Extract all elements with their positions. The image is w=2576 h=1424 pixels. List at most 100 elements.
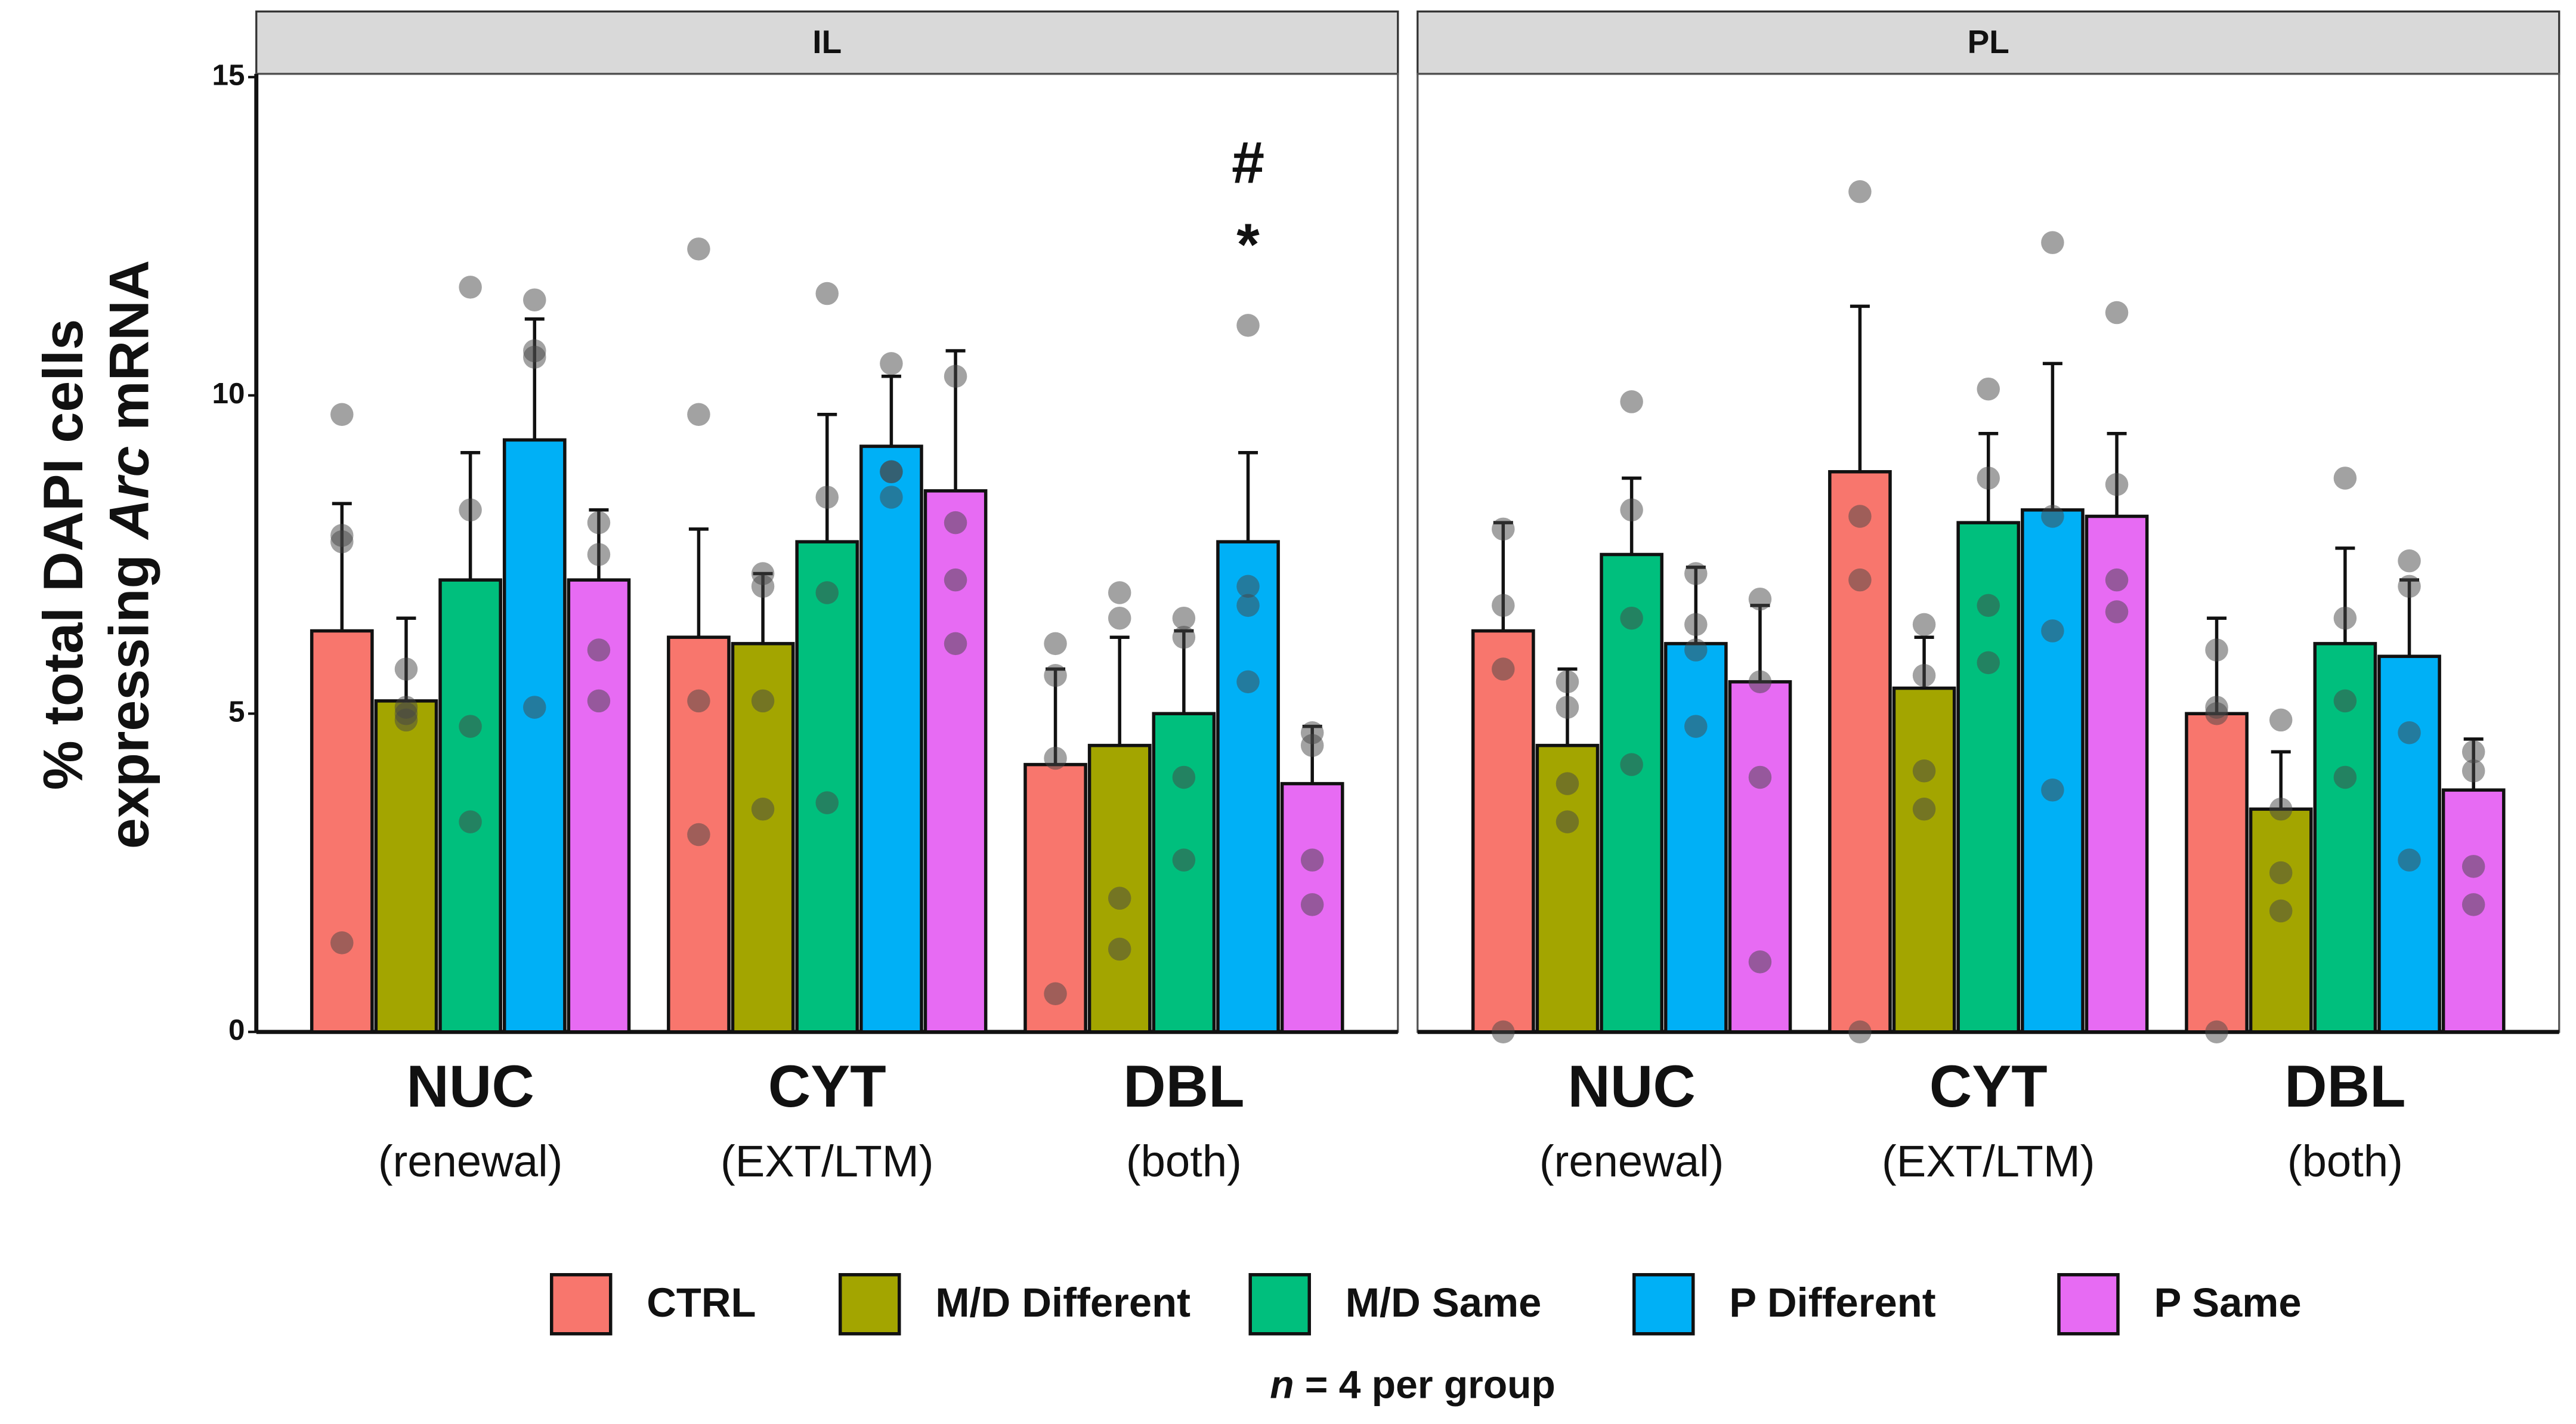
data-point [944, 568, 967, 592]
data-point [523, 288, 546, 311]
data-point [1172, 848, 1196, 872]
data-point [459, 715, 482, 738]
data-point [2398, 574, 2421, 598]
data-point [1108, 581, 1131, 604]
x-tick-sublabel: (renewal) [1539, 1136, 1724, 1186]
data-point [1492, 657, 1515, 681]
panel-title: PL [1968, 23, 2009, 60]
data-point [1492, 1020, 1515, 1043]
data-point [2333, 689, 2357, 713]
data-point [880, 352, 903, 375]
data-point [1748, 670, 1772, 694]
data-point [751, 798, 775, 821]
data-point [1912, 613, 1936, 637]
panel-title: IL [812, 23, 842, 60]
bar [1828, 470, 1892, 1034]
legend-label: M/D Different [935, 1280, 1190, 1326]
data-point [1044, 663, 1067, 687]
x-tick-sublabel: (both) [2287, 1136, 2403, 1186]
x-tick-sublabel: (EXT/LTM) [720, 1136, 933, 1186]
data-point [1620, 606, 1643, 630]
data-point [587, 543, 611, 566]
bar [374, 699, 438, 1034]
bar [2377, 654, 2441, 1034]
data-point [687, 237, 710, 261]
data-point [1748, 950, 1772, 974]
data-point [1236, 574, 1260, 598]
bar [1892, 686, 1956, 1034]
data-point [944, 365, 967, 388]
bar [1663, 642, 1728, 1034]
data-point [1556, 810, 1579, 833]
y-axis-label-part: mRNA [97, 260, 160, 446]
y-tick-label: 10 [212, 377, 245, 410]
data-point [1848, 180, 1872, 203]
data-point [1172, 625, 1196, 649]
data-point [1044, 632, 1067, 656]
data-point [394, 702, 418, 725]
x-tick-label: DBL [1123, 1053, 1244, 1119]
data-point [2205, 638, 2228, 662]
data-point [1912, 663, 1936, 687]
legend-label: CTRL [647, 1280, 756, 1326]
data-point [2461, 759, 2485, 783]
data-point [523, 696, 546, 719]
data-point [944, 632, 967, 656]
data-point [815, 581, 839, 604]
data-point [687, 689, 710, 713]
x-tick-label: CYT [768, 1053, 886, 1119]
data-point [459, 276, 482, 299]
data-point [394, 657, 418, 681]
bar [502, 438, 567, 1034]
data-point [587, 511, 611, 535]
data-point [2105, 472, 2129, 496]
data-point [1300, 734, 1324, 757]
x-tick-sublabel: (EXT/LTM) [1882, 1136, 2095, 1186]
data-point [1044, 982, 1067, 1005]
y-axis-label-part: Arc [97, 446, 160, 540]
y-tick-label: 15 [212, 58, 245, 91]
data-point [2105, 568, 2129, 592]
data-point [1620, 498, 1643, 522]
bar [2185, 712, 2249, 1034]
bar [310, 629, 374, 1034]
strip [255, 10, 1399, 75]
note-text: = 4 per group [1294, 1363, 1556, 1407]
data-point [2398, 848, 2421, 872]
legend-key [1632, 1273, 1695, 1336]
data-point [1748, 587, 1772, 611]
y-tick-label: 5 [228, 695, 245, 728]
data-point [587, 638, 611, 662]
bar [2021, 508, 2085, 1034]
legend-label: M/D Same [1346, 1280, 1542, 1326]
data-point [1620, 390, 1643, 413]
data-point [1848, 1020, 1872, 1043]
bar [795, 540, 859, 1034]
data-point [1236, 594, 1260, 617]
strip [1417, 10, 2560, 75]
legend-key [550, 1273, 613, 1336]
legend-key [2057, 1273, 2120, 1336]
data-point [2205, 702, 2228, 725]
data-point [1044, 746, 1067, 770]
data-point [1977, 377, 2000, 401]
data-point [1300, 893, 1324, 916]
y-tick-label: 0 [228, 1014, 245, 1046]
data-point [2398, 549, 2421, 573]
data-point [1620, 753, 1643, 776]
data-point [1236, 670, 1260, 694]
data-point [587, 689, 611, 713]
bar [1216, 540, 1280, 1034]
bar [1471, 629, 1535, 1034]
data-point [330, 403, 354, 427]
data-point [2461, 855, 2485, 878]
note-var: n [1270, 1363, 1294, 1407]
data-point [1684, 638, 1708, 662]
data-point [2105, 301, 2129, 325]
y-axis-label-part: expressing [97, 539, 160, 849]
legend-label: P Different [1729, 1280, 1935, 1326]
data-point [2333, 606, 2357, 630]
data-point [1300, 848, 1324, 872]
data-point [1172, 765, 1196, 789]
